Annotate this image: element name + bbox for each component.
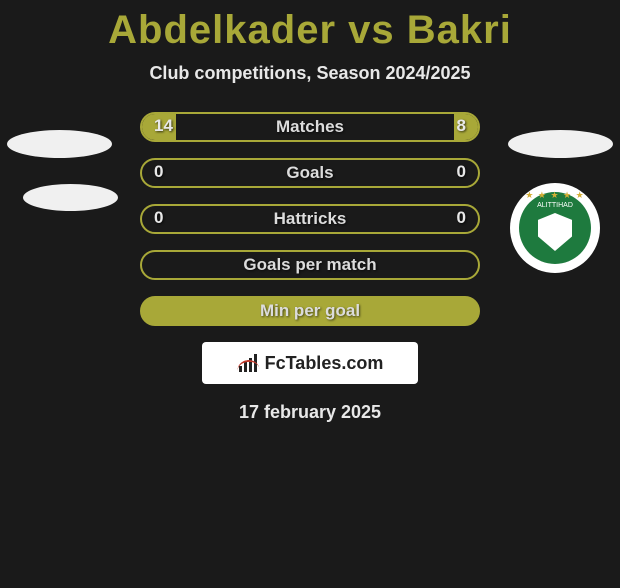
subtitle: Club competitions, Season 2024/2025	[0, 63, 620, 84]
stat-label: Goals per match	[243, 255, 376, 275]
stat-bar: Matches	[140, 112, 480, 142]
stat-label: Matches	[276, 117, 344, 137]
stats-container: 14 8 Matches 0 0 Goals 0 0 Hattricks Goals per ma…	[0, 112, 620, 330]
date-text: 17 february 2025	[0, 402, 620, 423]
stat-label: Min per goal	[260, 301, 360, 321]
stat-row: Min per goal	[140, 296, 480, 330]
stat-bar: Hattricks	[140, 204, 480, 234]
stat-row: 0 0 Goals	[140, 158, 480, 192]
stat-bar: Goals per match	[140, 250, 480, 280]
stat-label: Hattricks	[274, 209, 347, 229]
page-title: Abdelkader vs Bakri	[0, 8, 620, 53]
value-right: 0	[457, 162, 466, 182]
value-left: 0	[154, 162, 163, 182]
stat-label: Goals	[286, 163, 333, 183]
stat-bar: Min per goal	[140, 296, 480, 326]
value-left: 0	[154, 208, 163, 228]
value-left: 14	[154, 116, 173, 136]
stat-row: 0 0 Hattricks	[140, 204, 480, 238]
chart-icon	[237, 354, 259, 372]
stat-bar: Goals	[140, 158, 480, 188]
stat-row: 14 8 Matches	[140, 112, 480, 146]
fctables-logo[interactable]: FcTables.com	[202, 342, 418, 384]
stat-row: Goals per match	[140, 250, 480, 284]
value-right: 8	[457, 116, 466, 136]
value-right: 0	[457, 208, 466, 228]
logo-text: FcTables.com	[265, 353, 384, 374]
